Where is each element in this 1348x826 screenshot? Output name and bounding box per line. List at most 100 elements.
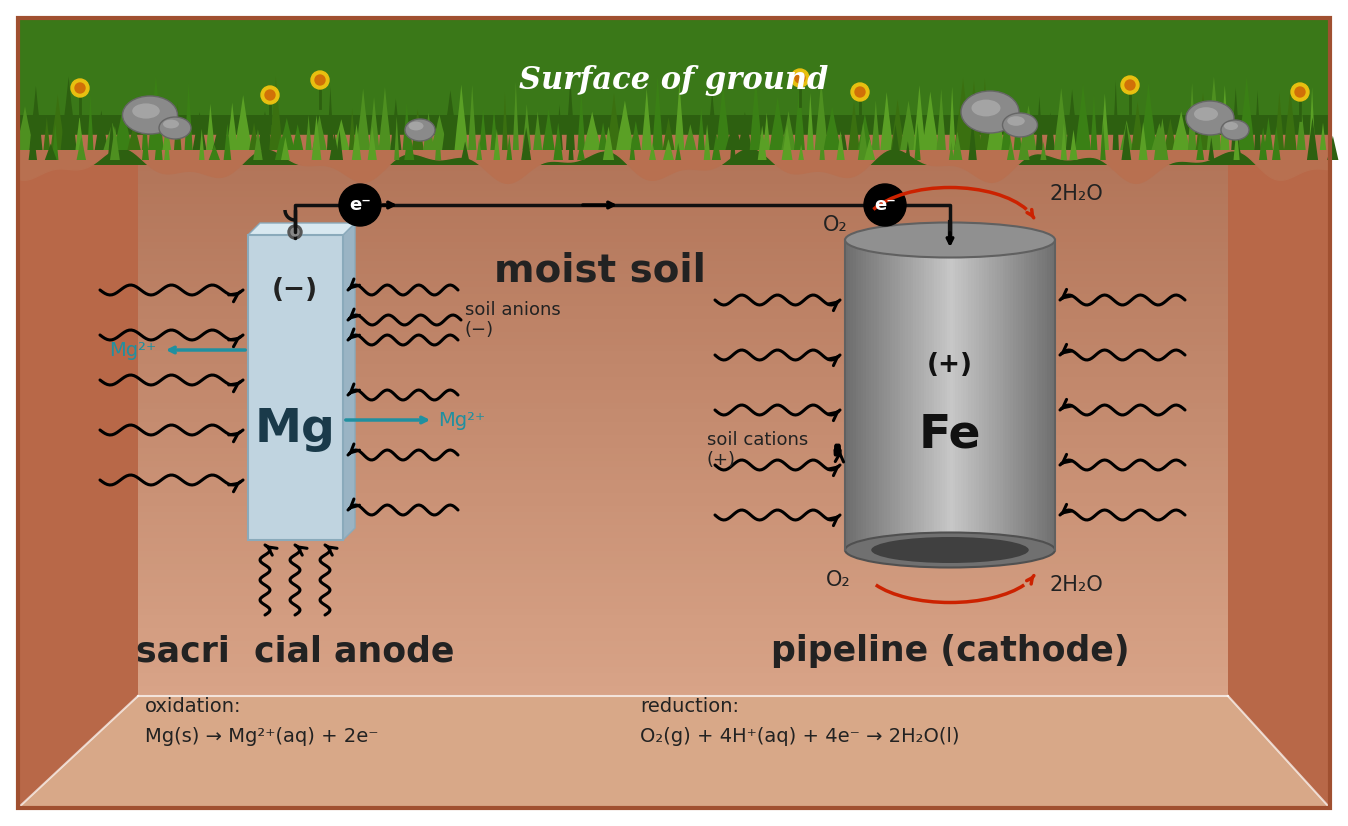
Circle shape [1295,87,1305,97]
Polygon shape [369,97,379,150]
Polygon shape [148,77,163,150]
Bar [965,240,969,550]
Polygon shape [1235,142,1243,160]
Text: sacri  cial anode: sacri cial anode [136,634,454,668]
Bar [895,240,899,550]
Polygon shape [979,78,991,150]
Bar [18,377,1330,383]
Ellipse shape [845,222,1055,258]
Bar [979,240,983,550]
Bar [845,240,849,550]
Bar [18,223,1330,230]
Polygon shape [1140,83,1157,150]
Text: O₂(g) + 4H⁺(aq) + 4e⁻ → 2H₂O(l): O₂(g) + 4H⁺(aq) + 4e⁻ → 2H₂O(l) [640,727,960,746]
Bar [18,699,1330,705]
Polygon shape [1283,88,1297,150]
Polygon shape [275,135,287,160]
Bar [18,115,1330,165]
Circle shape [855,87,865,97]
Bar [953,240,956,550]
Polygon shape [328,87,334,150]
Polygon shape [914,85,926,150]
Bar [1018,240,1022,550]
Bar [18,172,1330,178]
Bar [18,506,1330,512]
Bar [18,429,1330,435]
Polygon shape [857,114,872,150]
Polygon shape [1309,87,1316,150]
Ellipse shape [404,119,435,141]
Polygon shape [501,93,508,150]
Circle shape [1122,76,1139,94]
Polygon shape [1101,93,1109,150]
Polygon shape [652,76,663,150]
Bar [18,165,1330,172]
Bar [18,641,1330,648]
Text: oxidation:: oxidation: [146,696,241,715]
Polygon shape [200,129,205,160]
Text: moist soil: moist soil [495,251,706,289]
Polygon shape [75,116,84,150]
Bar [981,240,985,550]
Polygon shape [1112,81,1119,150]
Polygon shape [1154,127,1162,160]
Text: soil cations
(+): soil cations (+) [706,430,809,469]
Polygon shape [554,122,563,160]
Polygon shape [50,95,65,150]
Bar [853,240,856,550]
Bar [876,240,880,550]
Circle shape [315,75,325,85]
Polygon shape [454,84,468,150]
Bar [18,448,1330,454]
Polygon shape [336,130,342,160]
Polygon shape [814,80,828,150]
Bar [1020,240,1024,550]
Polygon shape [1173,112,1190,150]
Polygon shape [1046,112,1055,150]
Ellipse shape [972,100,1000,116]
Bar [18,776,1330,782]
Polygon shape [685,124,697,150]
Bar [18,403,1330,410]
Polygon shape [1020,105,1037,150]
Polygon shape [642,88,652,150]
Circle shape [1291,83,1309,101]
Polygon shape [468,85,476,150]
Polygon shape [43,117,50,150]
Text: Surface of ground: Surface of ground [519,64,829,96]
Bar [900,240,903,550]
Polygon shape [476,138,483,160]
Polygon shape [18,165,137,808]
Bar [18,320,1330,325]
Text: pipeline (cathode): pipeline (cathode) [771,634,1130,668]
Bar [18,345,1330,352]
Polygon shape [1297,104,1306,150]
Bar [18,390,1330,396]
Polygon shape [431,115,448,150]
Bar [909,240,911,550]
Polygon shape [16,107,34,150]
Polygon shape [584,112,601,150]
Bar [18,705,1330,711]
Circle shape [266,90,275,100]
Circle shape [262,86,279,104]
Polygon shape [758,126,767,160]
Bar [18,184,1330,191]
Polygon shape [1157,118,1169,160]
Polygon shape [706,91,717,150]
Polygon shape [704,125,710,160]
Bar [18,293,1330,300]
Polygon shape [820,126,825,160]
Bar [18,577,1330,583]
Polygon shape [226,102,237,150]
Bar [18,609,1330,615]
Ellipse shape [408,121,423,131]
Circle shape [311,71,329,89]
Polygon shape [257,112,272,150]
Polygon shape [164,133,170,160]
Polygon shape [1139,122,1147,160]
Polygon shape [968,119,977,160]
Bar [968,240,972,550]
Bar [18,371,1330,377]
Polygon shape [872,100,880,150]
